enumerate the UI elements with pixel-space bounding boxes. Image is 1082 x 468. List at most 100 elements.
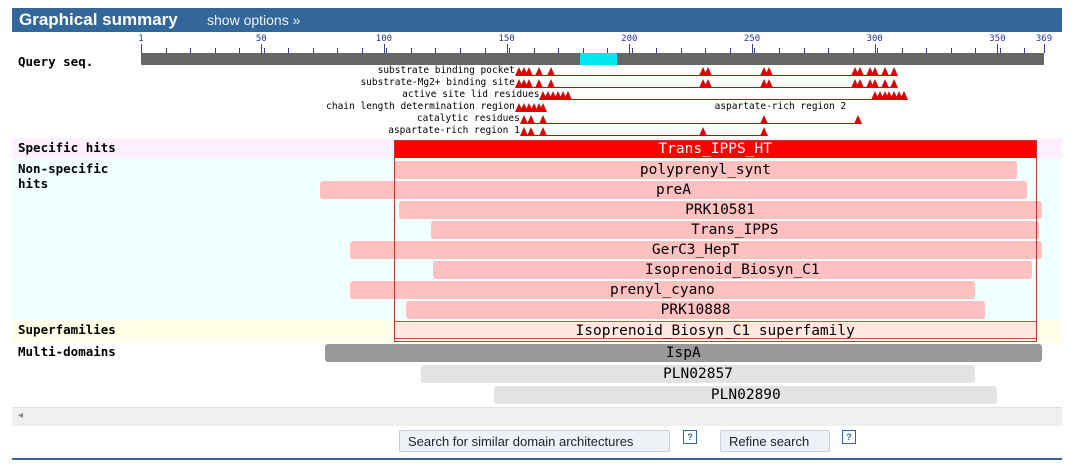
feature-residue-marker[interactable] (865, 67, 874, 76)
feature-residue-marker[interactable] (559, 91, 568, 100)
feature-residue-marker[interactable] (765, 67, 774, 76)
feature-residue-marker[interactable] (527, 115, 536, 124)
feature-residue-marker[interactable] (519, 103, 528, 112)
hit-pln02890[interactable]: PLN02890 (494, 386, 998, 404)
feature-residue-marker[interactable] (519, 127, 528, 136)
feature-residue-marker[interactable] (534, 79, 543, 88)
ruler-tick (383, 44, 385, 53)
hit-prk10888[interactable]: PRK10888 (406, 301, 986, 319)
hit-pln02857[interactable]: PLN02857 (420, 365, 976, 383)
feature-residue-marker[interactable] (544, 91, 553, 100)
feature-residue-marker[interactable] (539, 115, 548, 124)
ruler-tick (729, 48, 731, 53)
hit-ispa[interactable]: IspA (325, 344, 1042, 362)
ruler-tick (484, 48, 486, 53)
refine-search-button[interactable]: Refine search (720, 430, 830, 452)
feature-residue-marker[interactable] (698, 67, 707, 76)
feature-residue-marker[interactable] (519, 79, 528, 88)
feature-residue-marker[interactable] (524, 103, 533, 112)
feature-residue-marker[interactable] (885, 91, 894, 100)
feature-residue-marker[interactable] (514, 67, 523, 76)
ruler-tick (828, 48, 830, 53)
feature-residue-marker[interactable] (539, 127, 548, 136)
feature-residue-marker[interactable] (534, 103, 543, 112)
feature-residue-marker[interactable] (880, 67, 889, 76)
feature-residue-marker[interactable] (851, 67, 860, 76)
ruler-tick (214, 48, 216, 53)
feature-residue-marker[interactable] (765, 79, 774, 88)
feature-residue-marker[interactable] (698, 79, 707, 88)
feature-residue-marker[interactable] (895, 91, 904, 100)
feature-residue-marker[interactable] (524, 67, 533, 76)
feature-residue-marker[interactable] (880, 79, 889, 88)
feature-residue-marker[interactable] (527, 127, 536, 136)
feature-residue-marker[interactable] (703, 67, 712, 76)
ruler-tick (874, 44, 876, 53)
feature-residue-marker[interactable] (870, 67, 879, 76)
feature-residue-marker[interactable] (880, 91, 889, 100)
feature-residue-marker[interactable] (760, 79, 769, 88)
help-icon[interactable]: ? (842, 430, 856, 444)
superfamilies-label: Superfamilies (18, 322, 116, 337)
feature-residue-marker[interactable] (529, 103, 538, 112)
graphical-summary-header: Graphical summary show options » (12, 8, 1062, 32)
domain-graphic: Query seq. Specific hits Non-specific hi… (12, 34, 1062, 406)
feature-residue-marker[interactable] (549, 91, 558, 100)
feature-residue-marker[interactable] (554, 91, 563, 100)
query-highlight-region (580, 53, 618, 65)
ruler-tick-label: 200 (621, 34, 638, 44)
scroll-left-icon[interactable]: ◂ (18, 410, 24, 421)
hit-gerc3-hept[interactable]: GerC3_HepT (349, 241, 1042, 259)
hit-isoprenoid-biosyn-c1[interactable]: Isoprenoid_Biosyn_C1 (433, 261, 1032, 279)
ruler-tick (506, 44, 508, 53)
feature-residue-marker[interactable] (524, 79, 533, 88)
hit-prk10581[interactable]: PRK10581 (398, 201, 1042, 219)
ruler-tick (190, 48, 192, 53)
feature-residue-marker[interactable] (890, 67, 899, 76)
feature-residue-marker[interactable] (519, 67, 528, 76)
hit-prenyl-cyano[interactable]: prenyl_cyano (349, 281, 976, 299)
feature-residue-marker[interactable] (514, 103, 523, 112)
feature-residue-marker[interactable] (519, 115, 528, 124)
multidomains-label: Multi-domains (18, 344, 116, 359)
hit-trans-ipps-ht[interactable]: Trans_IPPS_HT (393, 140, 1037, 158)
feature-residue-marker[interactable] (851, 79, 860, 88)
hit-isoprenoid-biosyn-c1-superfamily[interactable]: Isoprenoid_Biosyn_C1 superfamily (393, 321, 1037, 339)
feature-residue-marker[interactable] (855, 67, 864, 76)
feature-residue-marker[interactable] (546, 67, 555, 76)
search-similar-domain-architectures-button[interactable]: Search for similar domain architectures (399, 430, 670, 452)
hit-polyprenyl-synt[interactable]: polyprenyl_synt (393, 161, 1017, 179)
feature-residue-marker[interactable] (870, 79, 879, 88)
feature-residue-marker[interactable] (539, 91, 548, 100)
show-options-link[interactable]: show options » (207, 12, 301, 28)
feature-residue-marker[interactable] (703, 79, 712, 88)
feature-residue-marker[interactable] (870, 91, 879, 100)
ruler-tick (288, 48, 290, 53)
feature-residue-marker[interactable] (890, 91, 899, 100)
feature-residue-marker[interactable] (853, 115, 862, 124)
feature-residue-marker[interactable] (546, 79, 555, 88)
hit-prea[interactable]: preA (320, 181, 1027, 199)
ruler-tick (999, 48, 1001, 53)
ruler-tick (261, 44, 263, 53)
hit-trans-ipps[interactable]: Trans_IPPS (430, 221, 1040, 239)
feature-residue-marker[interactable] (760, 127, 769, 136)
horizontal-scrollbar[interactable]: ◂ (12, 407, 1062, 426)
query-seq-label: Query seq. (18, 54, 94, 69)
feature-residue-marker[interactable] (865, 79, 874, 88)
feature-label: aspartate-rich region 1 (388, 125, 520, 136)
feature-residue-marker[interactable] (875, 91, 884, 100)
feature-residue-marker[interactable] (760, 115, 769, 124)
feature-residue-marker[interactable] (698, 127, 707, 136)
feature-residue-marker[interactable] (855, 79, 864, 88)
feature-residue-marker[interactable] (563, 91, 572, 100)
feature-label: catalytic residues (416, 113, 520, 124)
feature-residue-marker[interactable] (760, 67, 769, 76)
help-icon[interactable]: ? (683, 430, 697, 444)
feature-residue-marker[interactable] (900, 91, 909, 100)
feature-residue-marker[interactable] (890, 79, 899, 88)
feature-residue-marker[interactable] (514, 79, 523, 88)
ruler-tick-label: 1 (138, 34, 144, 44)
feature-residue-marker[interactable] (534, 67, 543, 76)
feature-residue-marker[interactable] (539, 103, 548, 112)
